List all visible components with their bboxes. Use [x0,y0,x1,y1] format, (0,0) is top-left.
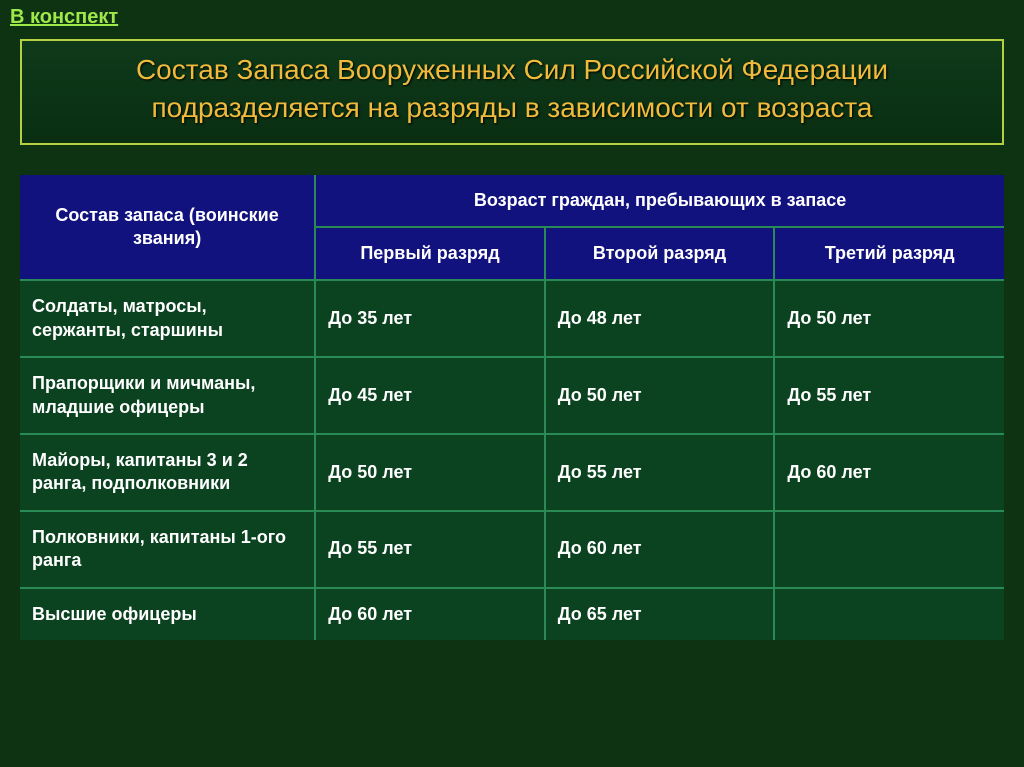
row-label: Полковники, капитаны 1-ого ранга [20,511,315,588]
row-cell: До 60 лет [315,588,545,640]
row-label: Высшие офицеры [20,588,315,640]
col-header-age-span: Возраст граждан, пребывающих в запасе [315,175,1004,227]
row-cell: До 35 лет [315,280,545,357]
table-row: Полковники, капитаны 1-ого рангаДо 55 ле… [20,511,1004,588]
row-cell: До 60 лет [545,511,775,588]
row-cell: До 45 лет [315,357,545,434]
row-label: Майоры, капитаны 3 и 2 ранга, подполковн… [20,434,315,511]
row-cell: До 50 лет [774,280,1004,357]
row-label: Солдаты, матросы, сержанты, старшины [20,280,315,357]
row-cell: До 48 лет [545,280,775,357]
table-row: Солдаты, матросы, сержанты, старшиныДо 3… [20,280,1004,357]
row-cell: До 55 лет [545,434,775,511]
row-cell: До 60 лет [774,434,1004,511]
reserve-table: Состав запаса (воинские звания) Возраст … [20,175,1004,640]
col-header-first: Первый разряд [315,227,545,280]
row-cell [774,511,1004,588]
row-cell: До 65 лет [545,588,775,640]
col-header-composition: Состав запаса (воинские звания) [20,175,315,281]
row-label: Прапорщики и мичманы, младшие офицеры [20,357,315,434]
title-box: Состав Запаса Вооруженных Сил Российской… [20,39,1004,145]
title-text: Состав Запаса Вооруженных Сил Российской… [42,51,982,127]
row-cell: До 55 лет [315,511,545,588]
row-cell [774,588,1004,640]
col-header-third: Третий разряд [774,227,1004,280]
table-row: Прапорщики и мичманы, младшие офицерыДо … [20,357,1004,434]
table-row: Майоры, капитаны 3 и 2 ранга, подполковн… [20,434,1004,511]
row-cell: До 50 лет [315,434,545,511]
header-link[interactable]: В конспект [0,0,118,29]
col-header-second: Второй разряд [545,227,775,280]
row-cell: До 55 лет [774,357,1004,434]
table-row: Высшие офицерыДо 60 летДо 65 лет [20,588,1004,640]
row-cell: До 50 лет [545,357,775,434]
